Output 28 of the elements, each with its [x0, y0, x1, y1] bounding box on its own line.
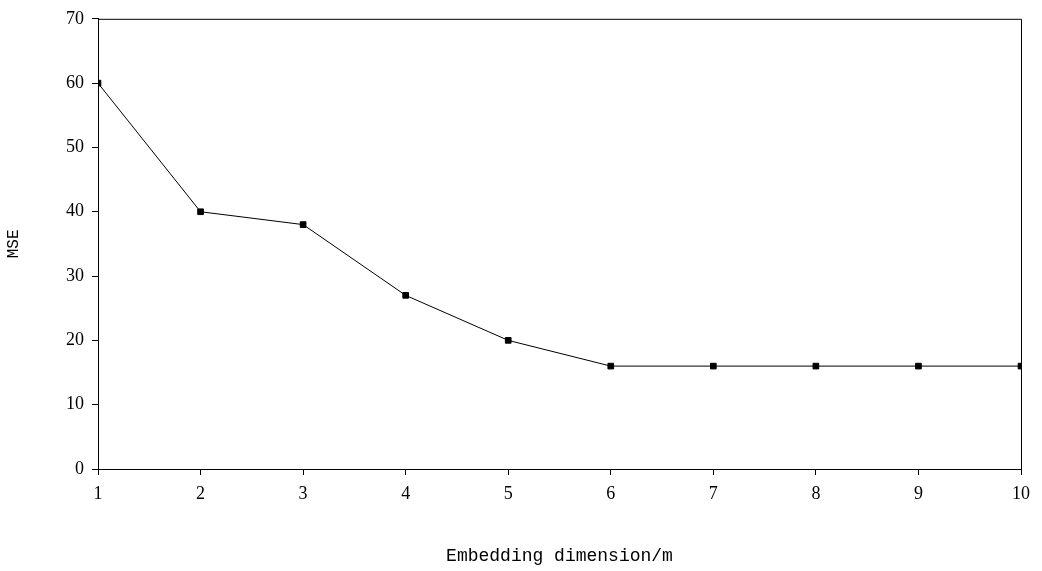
- x-tick-label: 3: [298, 482, 308, 503]
- y-tick-label: 70: [66, 7, 84, 28]
- y-tick-label: 60: [66, 71, 84, 92]
- point: [299, 221, 307, 228]
- x-tick-label: 10: [1012, 482, 1030, 503]
- x-tick-label: 9: [913, 482, 923, 503]
- y-tick-label: 50: [66, 136, 84, 157]
- x-tick-label: 4: [401, 482, 411, 503]
- y-tick-label: 30: [66, 264, 84, 285]
- point: [197, 208, 204, 216]
- x-tick-label: 5: [503, 482, 513, 503]
- y-tick-label: 10: [66, 393, 84, 414]
- x-tick-label: 8: [811, 482, 821, 503]
- point: [402, 292, 409, 299]
- y-tick-label: 40: [66, 200, 84, 221]
- point: [812, 362, 820, 370]
- x-tick-label: 1: [93, 482, 103, 503]
- x-tick-label: 2: [196, 482, 206, 503]
- x-tick-label: 7: [708, 482, 718, 503]
- point: [710, 362, 717, 370]
- point: [504, 337, 512, 344]
- y-tick-label: 0: [75, 457, 84, 478]
- y-axis-title: MSE: [4, 229, 23, 259]
- point: [915, 362, 922, 370]
- x-axis-title: Embedding dimension/m: [446, 545, 673, 566]
- x-tick-label: 6: [606, 482, 616, 503]
- point: [607, 362, 615, 370]
- y-tick-label: 20: [66, 329, 84, 350]
